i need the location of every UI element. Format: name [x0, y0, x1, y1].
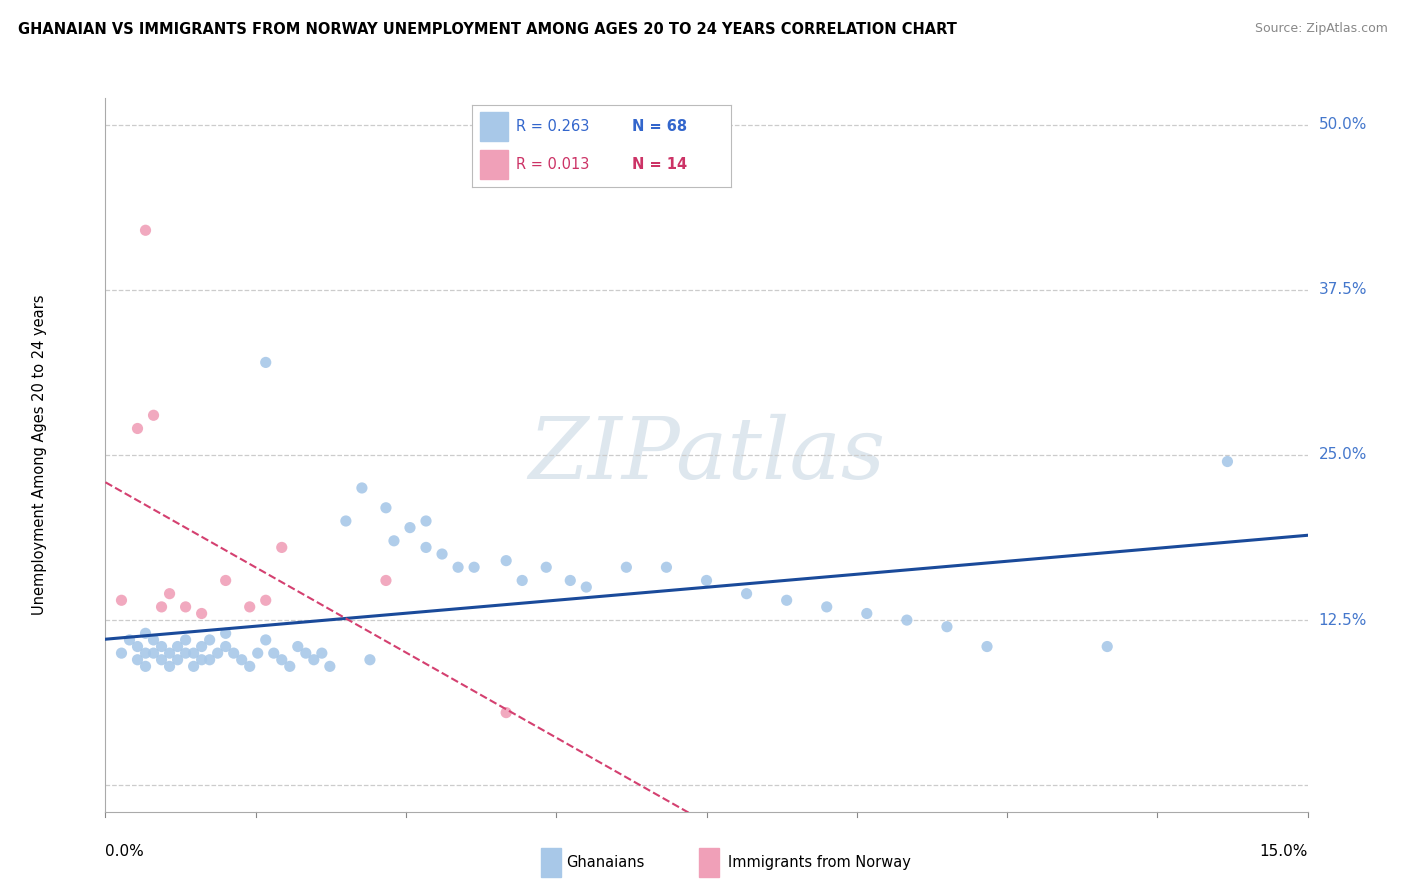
- Point: [110, 593, 132, 607]
- Text: Unemployment Among Ages 20 to 24 years: Unemployment Among Ages 20 to 24 years: [32, 294, 46, 615]
- Point: [127, 640, 149, 654]
- Point: [815, 599, 838, 614]
- Point: [295, 646, 318, 660]
- Point: [231, 653, 253, 667]
- Point: [183, 659, 205, 673]
- Point: [159, 587, 181, 601]
- Point: [1097, 640, 1119, 654]
- Point: [135, 646, 157, 660]
- Point: [150, 640, 173, 654]
- Point: [575, 580, 598, 594]
- Point: [118, 632, 141, 647]
- Point: [166, 653, 188, 667]
- Text: 25.0%: 25.0%: [1319, 448, 1367, 462]
- Point: [616, 560, 638, 574]
- Point: [239, 659, 262, 673]
- Point: [263, 646, 285, 660]
- Text: 37.5%: 37.5%: [1319, 282, 1367, 297]
- Point: [166, 640, 188, 654]
- Point: [447, 560, 470, 574]
- Point: [311, 646, 333, 660]
- Point: [896, 613, 918, 627]
- Point: [135, 626, 157, 640]
- Point: [374, 500, 398, 515]
- Point: [174, 599, 197, 614]
- Point: [174, 632, 197, 647]
- Text: 12.5%: 12.5%: [1319, 613, 1367, 628]
- Point: [696, 574, 718, 588]
- Point: [495, 706, 517, 720]
- Point: [415, 541, 437, 555]
- Point: [214, 626, 236, 640]
- Point: [976, 640, 998, 654]
- Point: [198, 653, 221, 667]
- Point: [135, 659, 157, 673]
- Point: [495, 554, 517, 568]
- Point: [382, 533, 405, 548]
- Point: [222, 646, 245, 660]
- Point: [150, 653, 173, 667]
- Point: [150, 599, 173, 614]
- Point: [183, 646, 205, 660]
- Point: [776, 593, 799, 607]
- Point: [735, 587, 758, 601]
- Text: 0.0%: 0.0%: [105, 844, 145, 859]
- Point: [278, 659, 301, 673]
- Point: [319, 659, 342, 673]
- Point: [127, 653, 149, 667]
- Text: 50.0%: 50.0%: [1319, 117, 1367, 132]
- Point: [302, 653, 325, 667]
- Point: [110, 646, 132, 660]
- Point: [254, 632, 277, 647]
- Point: [359, 653, 381, 667]
- Point: [270, 541, 292, 555]
- Point: [142, 632, 165, 647]
- Point: [855, 607, 877, 621]
- Point: [142, 646, 165, 660]
- Point: [510, 574, 533, 588]
- Text: Ghanaians: Ghanaians: [565, 855, 644, 870]
- Point: [1216, 454, 1239, 468]
- Point: [135, 223, 157, 237]
- Text: GHANAIAN VS IMMIGRANTS FROM NORWAY UNEMPLOYMENT AMONG AGES 20 TO 24 YEARS CORREL: GHANAIAN VS IMMIGRANTS FROM NORWAY UNEMP…: [18, 22, 957, 37]
- Point: [399, 520, 422, 534]
- Point: [159, 646, 181, 660]
- Point: [270, 653, 292, 667]
- Point: [190, 607, 212, 621]
- Bar: [541, 848, 561, 877]
- Point: [159, 659, 181, 673]
- Bar: [699, 848, 718, 877]
- Point: [174, 646, 197, 660]
- Text: 15.0%: 15.0%: [1260, 844, 1308, 859]
- Point: [534, 560, 557, 574]
- Point: [246, 646, 269, 660]
- Point: [239, 599, 262, 614]
- Point: [127, 421, 149, 435]
- Point: [142, 409, 165, 423]
- Point: [254, 355, 277, 369]
- Point: [214, 574, 236, 588]
- Point: [560, 574, 582, 588]
- Text: ZIPatlas: ZIPatlas: [527, 414, 886, 496]
- Point: [190, 653, 212, 667]
- Point: [430, 547, 453, 561]
- Point: [214, 640, 236, 654]
- Point: [655, 560, 678, 574]
- Point: [207, 646, 229, 660]
- Point: [374, 574, 398, 588]
- Point: [287, 640, 309, 654]
- Text: Immigrants from Norway: Immigrants from Norway: [728, 855, 911, 870]
- Point: [335, 514, 357, 528]
- Point: [463, 560, 485, 574]
- Point: [415, 514, 437, 528]
- Point: [198, 632, 221, 647]
- Point: [936, 620, 959, 634]
- Point: [350, 481, 373, 495]
- Point: [254, 593, 277, 607]
- Point: [190, 640, 212, 654]
- Text: Source: ZipAtlas.com: Source: ZipAtlas.com: [1254, 22, 1388, 36]
